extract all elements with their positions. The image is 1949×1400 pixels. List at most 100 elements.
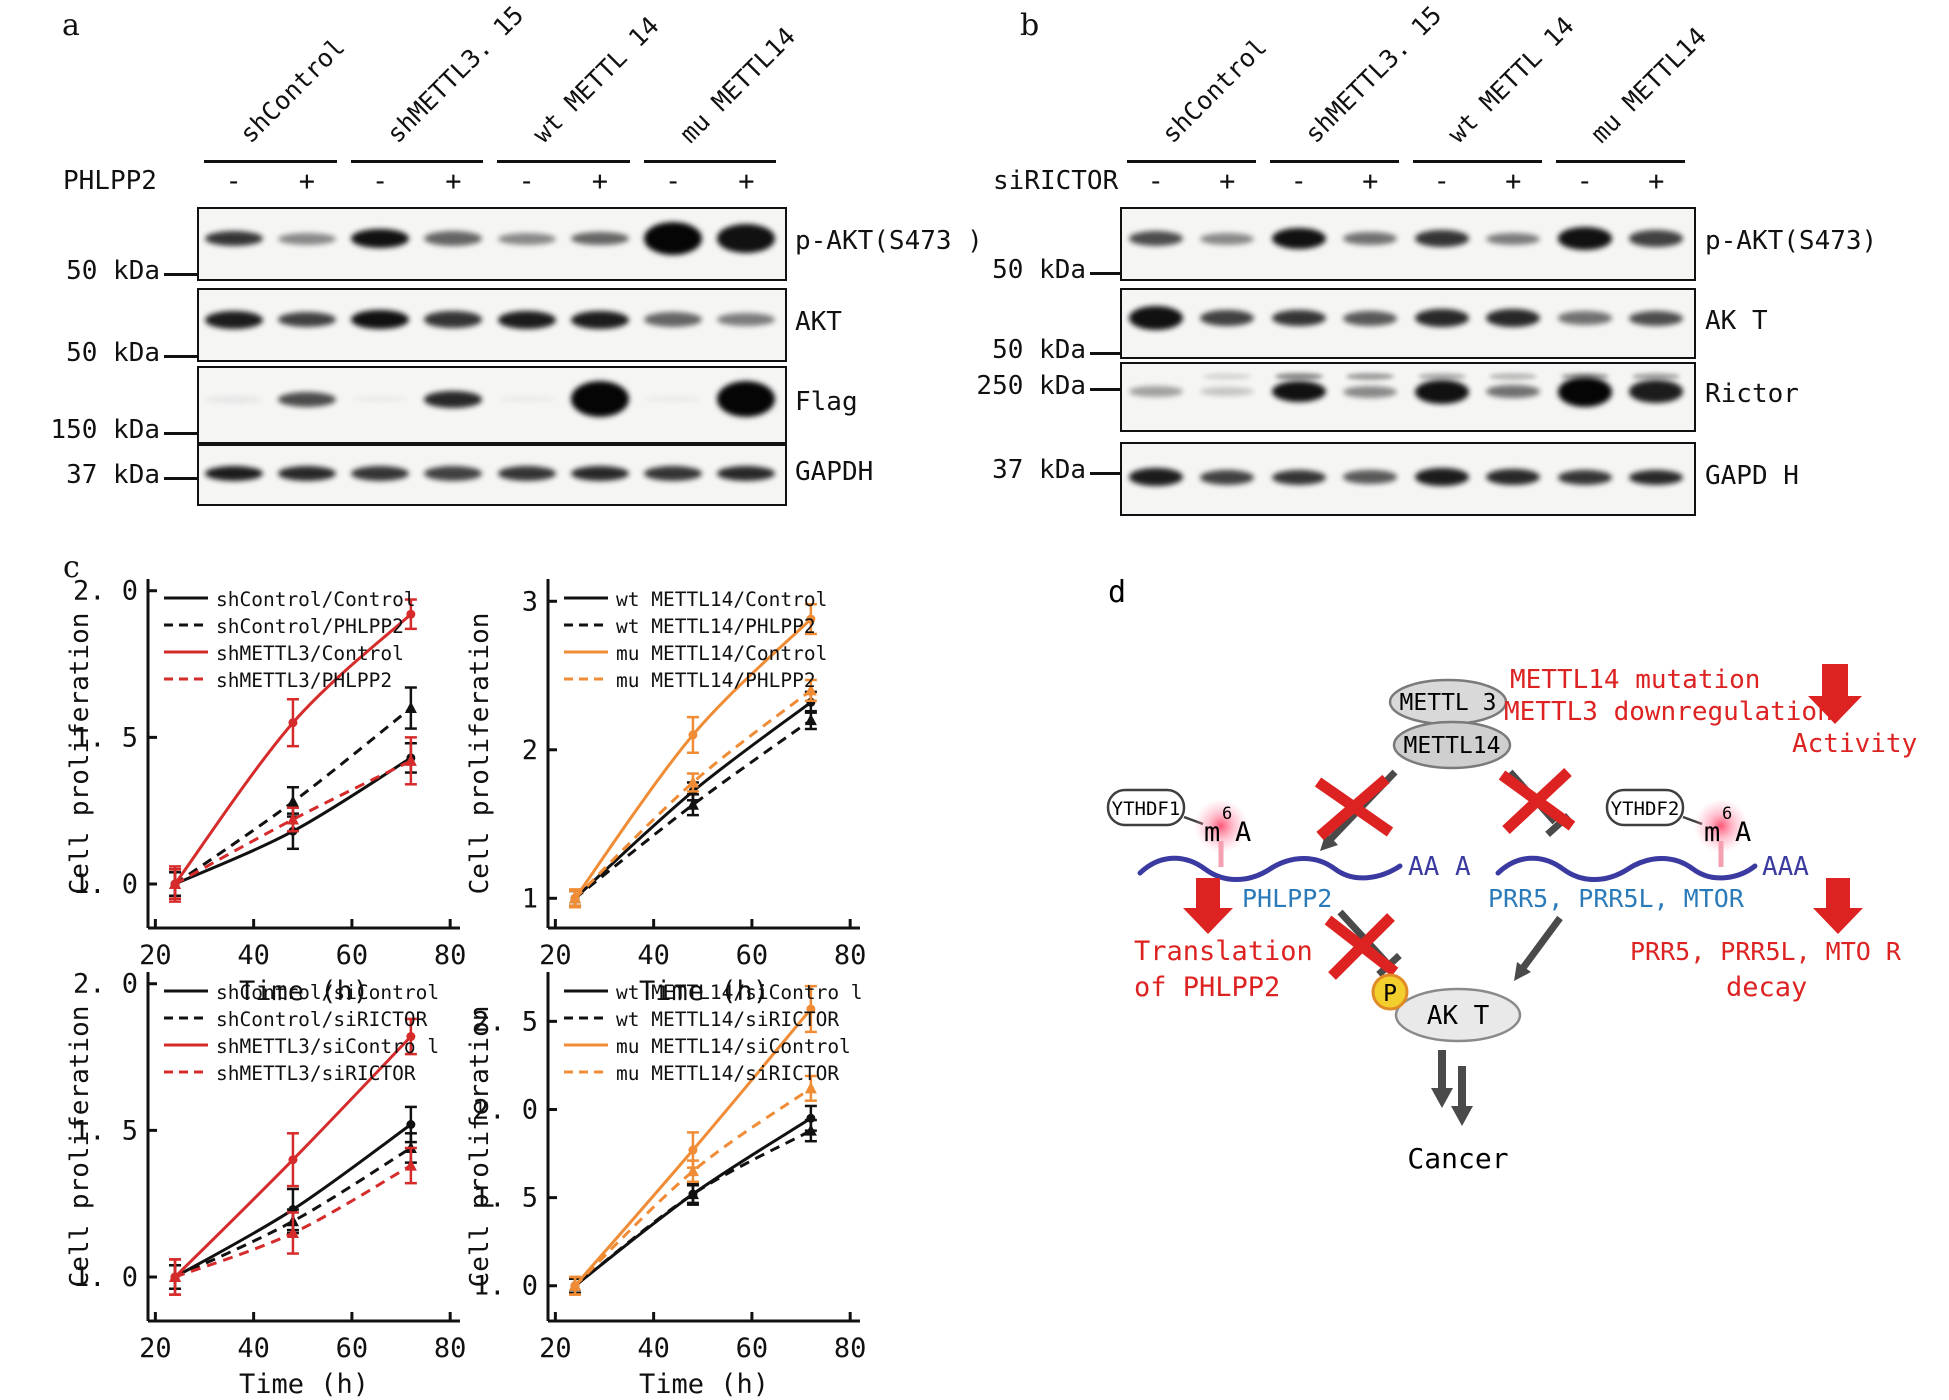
blot-band [204, 231, 263, 246]
lane-sign: - [1147, 166, 1164, 197]
data-point [569, 1279, 582, 1291]
blot-band-faint [1560, 373, 1609, 381]
blot-band [717, 224, 776, 253]
mrna-wave-right [1495, 855, 1758, 882]
m6a-glow-left [1194, 799, 1248, 853]
ythdf2-text: YTHDF2 [1611, 798, 1680, 820]
blot-band [644, 396, 703, 403]
antibody-label: AK T [1705, 305, 1768, 336]
blot-band [570, 310, 629, 329]
molecular-weight-marker: 50 kDa [66, 256, 160, 286]
antibody-label: GAPD H [1705, 461, 1799, 491]
blot-band [1414, 468, 1469, 486]
blot-band [1128, 306, 1183, 331]
molecular-weight-marker: 37 kDa [66, 460, 160, 490]
x-tick-label: 40 [637, 1333, 670, 1364]
x-axis-label: Time (h) [239, 976, 369, 1007]
x-tick-label: 40 [237, 940, 270, 971]
legend-label: shMETTL3/siRICTOR [216, 1062, 416, 1085]
lane-group-label: mu METTL14 [1584, 21, 1712, 149]
molecular-weight-marker: 250 kDa [976, 371, 1086, 401]
blot-band [717, 465, 776, 481]
antibody-label: Rictor [1705, 379, 1799, 409]
ythdf2-capsule [1605, 788, 1685, 827]
blot-band [1486, 232, 1541, 245]
blot-band [497, 396, 556, 403]
lane-group-underline [350, 160, 483, 163]
blot-band [277, 312, 336, 327]
blot-band [1557, 227, 1612, 250]
blot-box [1120, 207, 1696, 281]
y-tick-label: 1 [522, 883, 538, 914]
blot-band [1200, 309, 1255, 327]
prr5-blue-label: PRR5, PRR5L, MTOR [1488, 884, 1745, 913]
legend-label: wt METTL14/siContro l [616, 981, 863, 1004]
blot-box [197, 288, 787, 362]
phlpp2-label: PHLPP2 [1242, 884, 1332, 913]
translation-text-line1: Translation [1134, 936, 1313, 967]
blot-band [1200, 232, 1255, 245]
legend-label: mu METTL14/Control [616, 642, 827, 665]
y-tick-label: 3 [522, 586, 538, 617]
blot-band [1343, 470, 1398, 484]
x-tick-label: 20 [539, 940, 572, 971]
legend-label: shControl/siRICTOR [216, 1008, 428, 1031]
lane-sign: + [1648, 166, 1665, 197]
data-point [804, 713, 817, 726]
treatment-label: siRICTOR [993, 166, 1119, 196]
data-point [688, 1145, 698, 1155]
x-tick-label: 20 [139, 940, 172, 971]
blot-band [1128, 386, 1183, 397]
x-tick-label: 40 [637, 940, 670, 971]
chart-phlpp2-shmettl3: 20 40 60 80 1. 0 1. 5 2. 0 Time (h) Cell prolife… [65, 576, 466, 1007]
lane-sign: - [518, 166, 535, 197]
molecular-weight-marker: 150 kDa [50, 415, 160, 445]
lane-sign: + [1505, 166, 1522, 197]
data-point [286, 795, 299, 807]
legend-label: wt METTL14/Control [616, 588, 827, 611]
y-axis-label: Cell proliferation [465, 613, 495, 895]
blot-band [1128, 231, 1183, 246]
panel-a-label: a [62, 8, 80, 43]
lane-sign: + [591, 166, 608, 197]
legend-label: shMETTL3/Control [216, 642, 404, 665]
blot-band [1128, 468, 1183, 486]
data-point [406, 1032, 416, 1042]
legend-label: mu METTL14/siControl [616, 1035, 851, 1058]
lane-group-underline [204, 160, 337, 163]
lane-sign: - [664, 166, 682, 197]
antibody-label: p-AKT(S473) [1705, 226, 1878, 256]
blot-band [351, 309, 410, 330]
blot-band [1486, 309, 1541, 328]
data-point [688, 730, 698, 740]
translation-down-arrow [1183, 878, 1233, 934]
mettl14-text: METTL14 [1404, 733, 1501, 759]
cancer-text: Cancer [1407, 1142, 1508, 1175]
translation-text-line2: of PHLPP2 [1134, 972, 1280, 1003]
data-point [569, 891, 582, 904]
lane-group-underline [1127, 160, 1256, 163]
x-axis-label: Time (h) [639, 976, 769, 1007]
mrna-wave-left [1137, 855, 1403, 882]
antibody-label: p-AKT(S473 ) [795, 226, 983, 256]
mutation-text-line1: METTL14 mutation [1510, 665, 1760, 695]
panel-c-label: c [63, 550, 80, 585]
legend-label: shControl/siControl [216, 981, 439, 1004]
data-point [686, 1187, 699, 1200]
blot-band [1343, 385, 1398, 398]
data-point [686, 1164, 699, 1177]
blot-box [197, 366, 787, 444]
legend-label: wt METTL14/siRICTOR [616, 1008, 839, 1031]
lane-sign: - [225, 166, 242, 197]
lane-group-label: shControl [234, 32, 351, 149]
lane-group-label: shMETTL3. 15 [380, 0, 530, 149]
blot-band [351, 228, 410, 249]
marker-tick [1090, 272, 1120, 275]
blot-band [204, 465, 263, 481]
lane-sign: + [1219, 166, 1236, 197]
data-point [806, 614, 816, 624]
lane-group-label: wt METTL 14 [527, 10, 665, 149]
lane-sign: + [1362, 166, 1379, 197]
blot-band [424, 311, 483, 328]
lane-group-underline [643, 160, 776, 163]
